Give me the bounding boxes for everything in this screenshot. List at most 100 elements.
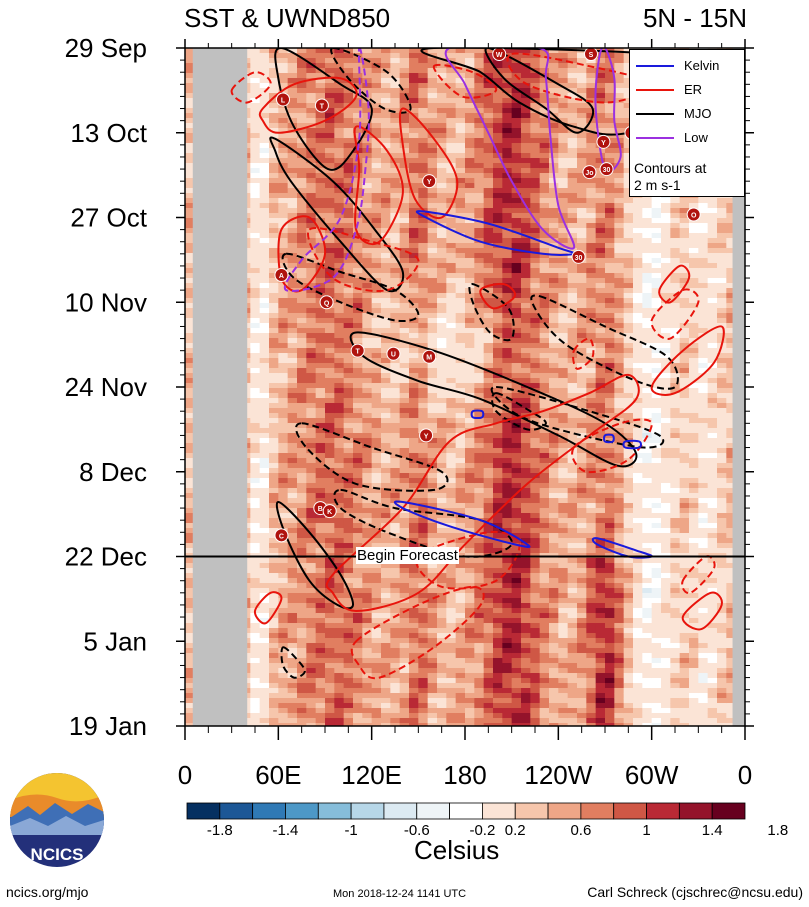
- er-contour-negative: [230, 71, 272, 104]
- kelvin-contour-positive: [470, 409, 485, 420]
- storm-marker: O: [686, 207, 701, 222]
- x-tick-label: 60E: [255, 760, 301, 790]
- storm-marker: T: [350, 343, 365, 358]
- colorbar-tick-label: -0.2: [469, 822, 495, 839]
- colorbar-swatch: [613, 802, 647, 820]
- legend-note-line1: Contours at: [634, 160, 707, 176]
- footer-timestamp: Mon 2018-12-24 1141 UTC: [333, 888, 467, 900]
- er-contour-negative: [307, 227, 420, 292]
- er-contour-negative: [432, 63, 498, 99]
- legend-label: ER: [684, 82, 703, 97]
- er-contour-negative: [350, 585, 485, 680]
- colorbar-swatch: [678, 802, 713, 820]
- chart-title-left: SST & UWND850: [184, 3, 391, 33]
- er-contour-positive: [253, 591, 283, 625]
- kelvin-contour-positive: [394, 500, 531, 549]
- storm-marker: 30: [571, 249, 586, 264]
- er-contour-negative: [650, 288, 700, 341]
- storm-marker: S: [584, 48, 598, 62]
- kelvin-contour-positive: [622, 439, 642, 450]
- footer-url[interactable]: ncics.org/mjo: [6, 884, 89, 900]
- colorbar-swatch: [219, 802, 254, 820]
- colorbar-swatch: [711, 802, 746, 820]
- mjo-contour-positive: [274, 48, 373, 171]
- x-tick-label: 0: [178, 760, 192, 790]
- low-contour-positive: [594, 48, 622, 173]
- chart-title-right: 5N - 15N: [642, 3, 747, 33]
- colorbar-swatch: [186, 802, 221, 820]
- er-contour-negative: [571, 418, 653, 474]
- storm-marker: W: [492, 48, 507, 62]
- er-contour-positive: [479, 282, 517, 310]
- colorbar-swatch: [482, 802, 516, 820]
- er-contour-positive: [353, 125, 404, 246]
- colorbar-tick-label: 1: [642, 822, 650, 839]
- ncics-logo: NCICS: [10, 773, 104, 867]
- mjo-contour-negative: [295, 422, 449, 492]
- colorbar-tick-label: -1.8: [207, 822, 233, 839]
- legend-item-low: Low: [636, 130, 740, 146]
- er-contour-positive: [681, 591, 723, 631]
- colorbar-tick-label: -1.4: [273, 822, 299, 839]
- colorbar-swatch: [514, 802, 549, 820]
- y-tick-label: 13 Oct: [70, 118, 147, 148]
- storm-marker: T: [314, 98, 329, 113]
- storm-marker: Y: [419, 428, 434, 443]
- footer-credit: Carl Schreck (cjschrec@ncsu.edu): [587, 884, 803, 900]
- storm-marker: U: [386, 346, 401, 361]
- legend-label: MJO: [684, 106, 712, 121]
- colorbar-tick-label: 1.4: [702, 822, 723, 839]
- kelvin-contour-positive: [603, 433, 615, 444]
- legend-item-er: ER: [636, 82, 740, 98]
- low-contour-positive: [444, 48, 576, 250]
- legend-item-kelvin: Kelvin: [636, 58, 740, 74]
- er-contour-negative: [681, 555, 716, 595]
- y-tick-label: 27 Oct: [70, 203, 147, 233]
- y-tick-label: 8 Dec: [79, 457, 147, 487]
- mjo-contour-positive: [349, 331, 638, 468]
- x-tick-label: 120E: [341, 760, 402, 790]
- er-contour-positive: [650, 325, 725, 396]
- mjo-contour-negative: [490, 385, 665, 449]
- er-contour-negative: [572, 337, 595, 370]
- mjo-contour-positive: [484, 48, 595, 134]
- storm-marker: L: [276, 92, 290, 107]
- storm-marker: A: [274, 268, 289, 283]
- kelvin-contour-positive: [591, 537, 653, 559]
- colorbar-label: Celsius: [414, 835, 500, 865]
- storm-marker: C: [274, 528, 289, 543]
- mjo-contour-negative: [281, 252, 420, 323]
- y-tick-label: 29 Sep: [65, 33, 147, 63]
- storm-marker: Y: [596, 134, 611, 149]
- colorbar-tick-label: -0.6: [404, 822, 430, 839]
- x-tick-label: 60W: [625, 760, 679, 790]
- er-contour-positive: [325, 373, 640, 613]
- y-tick-label: 5 Jan: [83, 626, 147, 656]
- logo-text: NCICS: [31, 845, 84, 864]
- colorbar-swatch: [449, 802, 483, 820]
- mjo-contour-negative: [280, 646, 306, 679]
- x-tick-label: 180: [443, 760, 486, 790]
- storm-marker: Q: [319, 295, 334, 310]
- colorbar-swatch: [580, 802, 615, 820]
- colorbar-swatch: [383, 802, 418, 820]
- x-tick-label: 0: [738, 760, 752, 790]
- y-tick-label: 10 Nov: [65, 287, 147, 317]
- er-contour-negative: [415, 530, 521, 590]
- colorbar-tick-label: 0.6: [570, 822, 591, 839]
- storm-marker: K: [322, 504, 337, 519]
- colorbar-swatch: [646, 802, 680, 820]
- y-tick-label: 24 Nov: [65, 372, 147, 402]
- low-contour-negative: [283, 48, 370, 292]
- storm-marker: Jo: [582, 165, 597, 180]
- y-tick-label: 22 Dec: [65, 542, 147, 572]
- y-tick-label: 19 Jan: [69, 711, 147, 741]
- legend: Kelvin ER MJO Low Contours at 2 m s-1: [629, 49, 745, 197]
- colorbar-swatch: [350, 802, 385, 820]
- colorbar-tick-label: 1.8: [767, 822, 788, 839]
- mjo-contour-negative: [468, 283, 515, 342]
- legend-item-mjo: MJO: [636, 106, 740, 122]
- storm-marker: Y: [422, 174, 437, 189]
- colorbar-swatch: [416, 802, 450, 820]
